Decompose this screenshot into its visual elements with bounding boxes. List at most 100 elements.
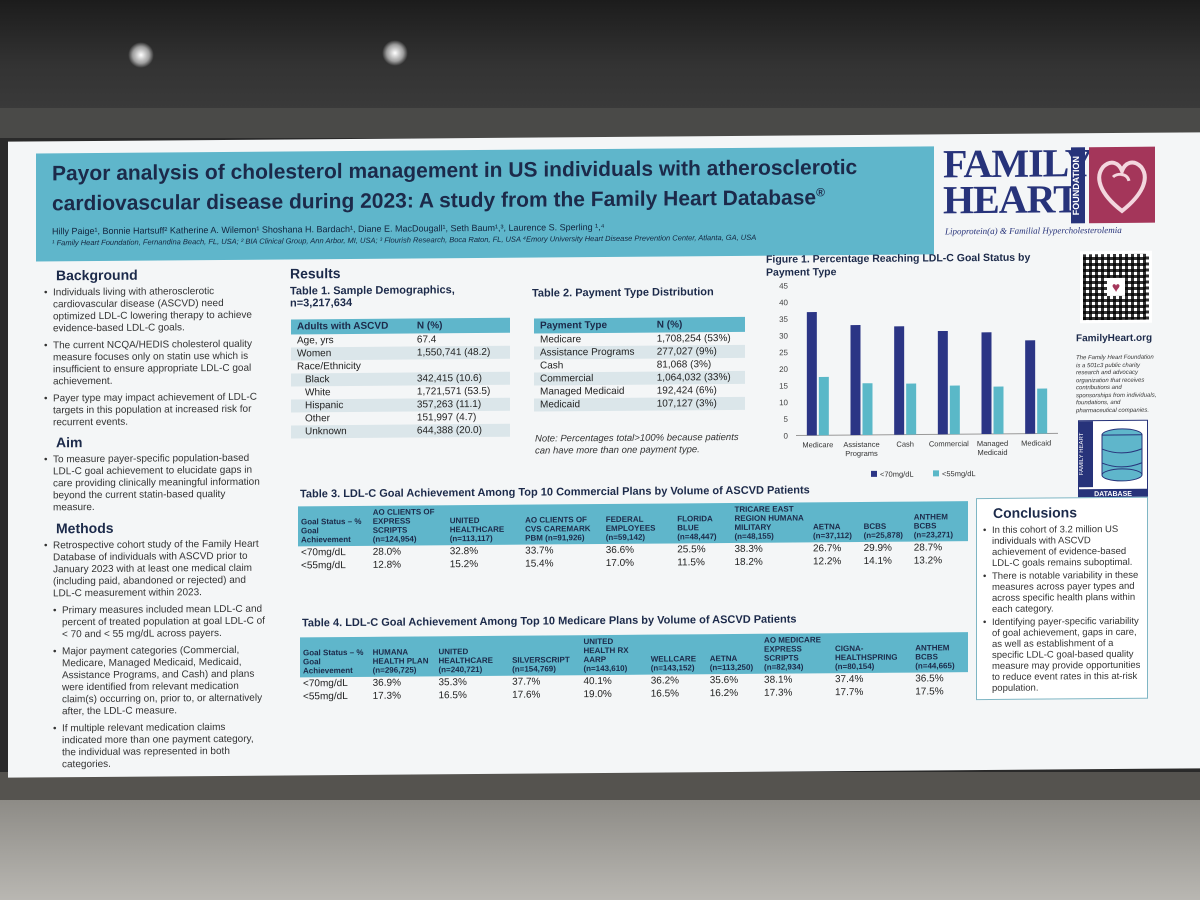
list-item: Major payment categories (Commercial, Me…: [44, 645, 268, 719]
list-item: Retrospective cohort study of the Family…: [44, 539, 268, 601]
x-tick-label: Managed: [977, 439, 1008, 448]
table-cell: 81,068 (3%): [656, 359, 712, 371]
list-item: In this cohort of 3.2 million US individ…: [983, 524, 1141, 569]
table-cell: 15.2%: [449, 558, 479, 571]
list-item: Primary measures included mean LDL-C and…: [44, 604, 268, 642]
table-demographics: Adults with ASCVD N (%) Age, yrs 67.4 Wome…: [291, 317, 510, 439]
table-cell: Managed Medicaid: [540, 385, 625, 398]
figure1: Figure 1. Percentage Reaching LDL-C Goal…: [766, 251, 1066, 488]
bar: [906, 383, 917, 435]
table-header-row: Goal Status – % Goal Achievement HUMANA H…: [300, 632, 968, 678]
table-cell: <55mg/dL: [303, 691, 348, 703]
table-cell: Race/Ethnicity: [297, 360, 361, 373]
table-cell: 12.8%: [372, 559, 402, 571]
title-bar: Payor analysis of cholesterol management…: [36, 146, 934, 262]
bar: [937, 330, 948, 435]
bar: [1037, 388, 1048, 434]
table-cell: 17.0%: [605, 557, 635, 569]
table-header: UNITED HEALTHCARE (n=113,117): [446, 504, 523, 546]
methods-list: Retrospective cohort study of the Family…: [36, 539, 268, 772]
background-heading: Background: [56, 266, 138, 284]
bar: [981, 332, 992, 435]
floor: [0, 800, 1200, 900]
table-header: FEDERAL EMPLOYEES (n=59,142): [602, 503, 675, 545]
methods-heading: Methods: [56, 519, 114, 537]
conclusions-box: Conclusions In this cohort of 3.2 millio…: [976, 496, 1148, 701]
table-cell: 36.9%: [372, 677, 401, 689]
table-cell: 1,708,254 (53%): [656, 333, 731, 345]
table-cell: 151,997 (4.7): [416, 412, 477, 424]
x-tick-label: Commercial: [929, 439, 969, 448]
table-cell: 13.2%: [913, 555, 943, 567]
table-header: AETNA (n=37,112): [809, 501, 861, 543]
table-cell: 67.4: [416, 334, 437, 346]
table-cell: Unknown: [291, 424, 411, 439]
x-tick-label: Programs: [845, 449, 878, 458]
table-header: AO MEDICARE EXPRESS SCRIPTS (n=82,934): [761, 633, 832, 674]
table-cell: <55mg/dL: [301, 560, 346, 572]
table-cell: Assistance Programs: [534, 345, 651, 360]
table-header: TRICARE EAST REGION HUMANA MILITARY (n=4…: [731, 502, 810, 543]
table-cell: 19.0%: [583, 688, 612, 701]
table-cell: 28.0%: [372, 546, 402, 558]
table-cell: Black: [291, 372, 411, 387]
table-header: AO CLIENTS OF EXPRESS SCRIPTS (n=124,954…: [369, 505, 447, 546]
x-axis-line: [796, 432, 1058, 436]
y-tick-label: 35: [779, 315, 788, 324]
legend-swatch: [871, 470, 877, 477]
table-cell: 37.7%: [512, 676, 541, 688]
table-row: Unknown 644,388 (20.0): [291, 423, 510, 439]
poster: Payor analysis of cholesterol management…: [8, 132, 1200, 778]
table-header: N (%): [650, 316, 745, 333]
table-cell: 17.6%: [512, 689, 541, 701]
table-cell: 14.1%: [863, 555, 892, 567]
table-cell: White: [305, 387, 331, 399]
bar: [949, 385, 960, 435]
table-cell: Cash: [540, 360, 564, 372]
poster-title: Payor analysis of cholesterol management…: [52, 156, 858, 216]
table-header: Goal Status – % Goal Achievement: [300, 636, 370, 678]
table-cell: 192,424 (6%): [656, 385, 717, 397]
table-cell: <70mg/dL: [301, 547, 346, 559]
table-header-row: Goal Status – % Goal Achievement AO CLIEN…: [298, 501, 968, 547]
y-tick-label: 10: [779, 398, 788, 407]
table-cell: 357,263 (11.1): [410, 397, 510, 412]
table-cell: 36.2%: [650, 675, 680, 687]
table-cell: Commercial: [534, 371, 651, 386]
table-medicare-plans: Goal Status – % Goal Achievement HUMANA H…: [300, 632, 968, 703]
table-header: BCBS (n=25,878): [860, 501, 911, 542]
legend-swatch: [933, 470, 939, 477]
table-header: N (%): [410, 317, 510, 334]
table-cell: 28.7%: [913, 542, 943, 554]
y-tick-label: 5: [784, 415, 789, 424]
table-cell: 25.5%: [677, 544, 706, 556]
list-item: To measure payer-specific population-bas…: [44, 453, 268, 515]
table-cell: 16.5%: [438, 690, 467, 702]
table-cell: 1,550,741 (48.2): [410, 345, 510, 360]
bar: [862, 383, 873, 435]
database-logo: FAMILY HEART DATABASE: [1078, 419, 1148, 503]
list-item: The current NCQA/HEDIS cholesterol quali…: [44, 339, 268, 389]
background-list: Individuals living with atherosclerotic …: [36, 286, 268, 430]
y-tick-label: 25: [779, 348, 788, 357]
list-item: Identifying payer-specific variability o…: [983, 616, 1141, 694]
table-cell: 644,388 (20.0): [410, 423, 510, 438]
table-header: Payment Type: [534, 317, 651, 334]
table-header: CIGNA-HEALTHSPRING (n=80,154): [831, 632, 913, 674]
y-tick-label: 30: [779, 332, 788, 341]
x-tick-label: Medicare: [802, 440, 833, 449]
table-cell: Medicare: [540, 334, 582, 346]
table-cell: 38.1%: [764, 674, 793, 686]
table-cell: 12.2%: [812, 556, 842, 568]
table-cell: 17.3%: [372, 690, 401, 702]
table-cell: [411, 359, 510, 373]
bar: [850, 324, 861, 436]
x-tick-label: Medicaid: [1021, 438, 1051, 447]
table-header: UNITED HEALTH RX AARP (n=143,610): [580, 634, 648, 676]
list-item: There is notable variability in these me…: [983, 570, 1141, 615]
table-header: AO CLIENTS OF CVS CAREMARK PBM (n=91,926…: [522, 504, 603, 545]
figure1-title: Figure 1. Percentage Reaching LDL-C Goal…: [766, 251, 1031, 279]
table-cell: Other: [305, 413, 331, 425]
x-tick-label: Assistance: [843, 440, 879, 449]
legend-label: <55mg/dL: [942, 469, 976, 478]
